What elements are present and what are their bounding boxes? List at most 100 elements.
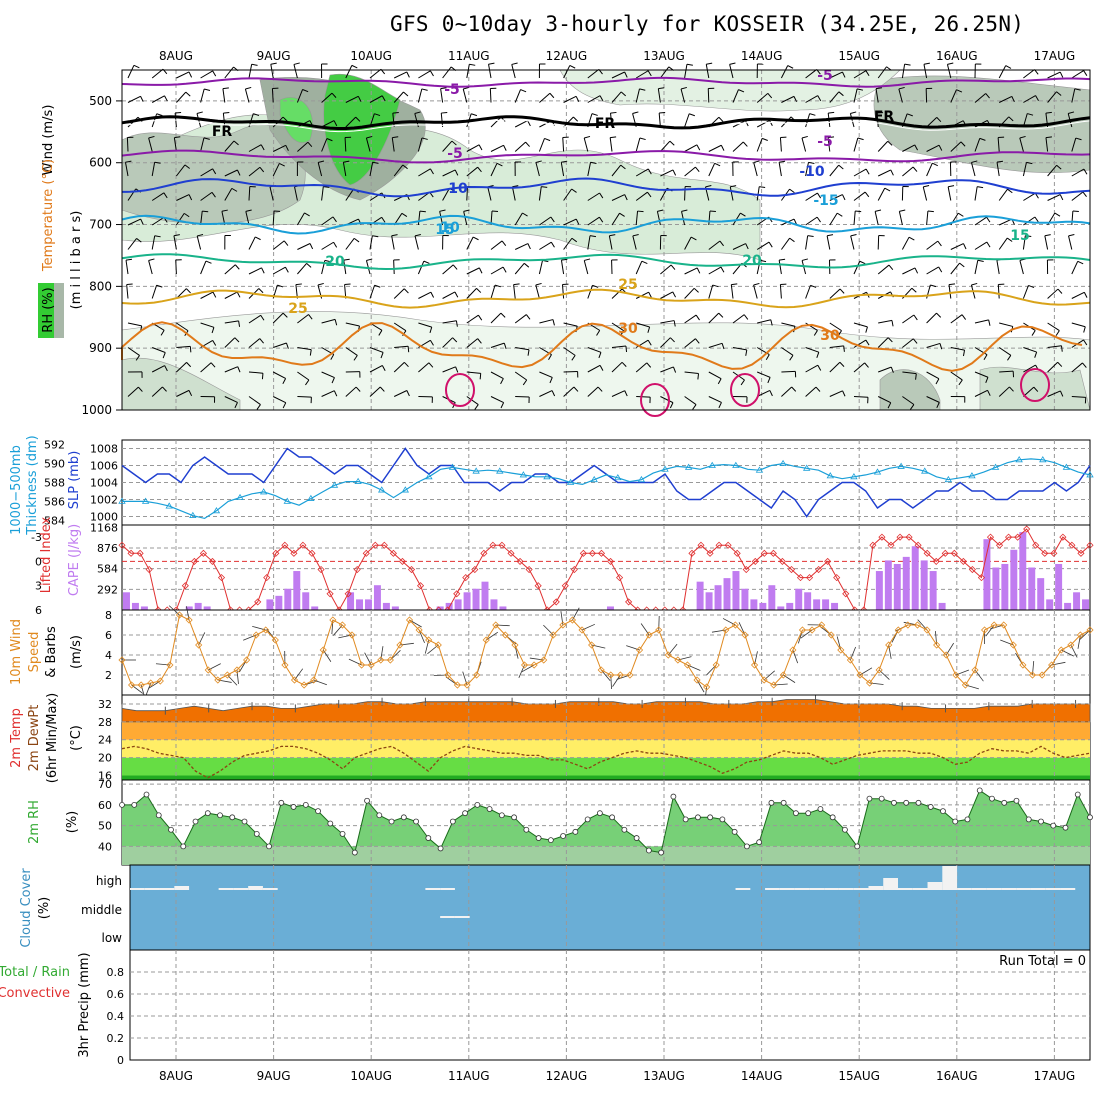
wind-barb bbox=[853, 261, 861, 275]
cape-bar bbox=[705, 592, 713, 610]
wind-barb-flag bbox=[575, 218, 580, 225]
wind-barb bbox=[1071, 88, 1076, 103]
li-marker bbox=[1023, 525, 1031, 533]
wind-barb bbox=[393, 91, 404, 103]
wind-barb bbox=[369, 285, 376, 299]
wind-barb-flag bbox=[1009, 386, 1014, 392]
wind-barb bbox=[974, 138, 981, 152]
cape-bar bbox=[875, 571, 883, 610]
rh-marker bbox=[535, 835, 542, 841]
wind-barb bbox=[923, 64, 928, 79]
wind-barb-flag bbox=[977, 186, 984, 189]
wind-barb-flag bbox=[906, 113, 913, 117]
wind-barb-flag bbox=[647, 70, 652, 77]
wind-ylabel-1: 10m Wind bbox=[9, 619, 24, 685]
wind-barb-flag bbox=[936, 312, 942, 318]
wind-barb bbox=[1022, 162, 1027, 177]
wind-barb bbox=[151, 95, 165, 103]
wind-speed-marker bbox=[358, 661, 366, 669]
wind-barb-flag bbox=[875, 209, 882, 212]
wind-barb-flag bbox=[899, 209, 906, 212]
wind-barb bbox=[635, 291, 649, 299]
wind-barb bbox=[563, 116, 574, 128]
wind-barb-flag bbox=[1026, 161, 1033, 165]
wind-barb-flag bbox=[476, 288, 482, 293]
wind-barb-flag bbox=[423, 260, 430, 264]
date-label-bottom: 17AUG bbox=[1034, 1069, 1076, 1083]
wind-barb bbox=[684, 166, 696, 177]
li-marker bbox=[742, 565, 750, 574]
wind-barb-flag bbox=[452, 264, 458, 270]
slp-tick-label: 1002 bbox=[90, 494, 118, 507]
cape-bar bbox=[1064, 602, 1072, 610]
wind-speed-marker bbox=[597, 666, 605, 674]
wind-barb-flag bbox=[135, 355, 140, 361]
wind-barb-flag bbox=[1054, 212, 1061, 217]
thickness-tick-label: 584 bbox=[44, 514, 65, 527]
wind-barb-flag bbox=[767, 377, 771, 384]
wind-barb-flag bbox=[544, 137, 551, 142]
rh-tick-label: 40 bbox=[98, 840, 112, 853]
wind-barb-flag bbox=[959, 262, 965, 268]
rh-marker bbox=[180, 843, 187, 850]
wind-barb bbox=[514, 120, 528, 128]
wind-barb-flag bbox=[971, 160, 978, 163]
wind-barb-flag bbox=[454, 169, 459, 176]
wind-barb bbox=[490, 312, 502, 324]
wind-barb bbox=[587, 95, 601, 103]
rh-marker bbox=[572, 828, 579, 835]
rh-marker bbox=[731, 828, 738, 835]
li-marker bbox=[371, 541, 379, 549]
wind-barb-flag bbox=[930, 284, 937, 288]
wind-barb-flag bbox=[610, 111, 617, 114]
wind-barb bbox=[853, 191, 866, 201]
wind-barb bbox=[176, 164, 186, 177]
dewpoint-line bbox=[121, 745, 1091, 779]
rh-marker bbox=[989, 795, 995, 802]
wind-barb-flag bbox=[283, 240, 289, 246]
wind-barb bbox=[829, 390, 843, 397]
wind-barb-flag bbox=[160, 330, 165, 336]
wind-barb-flag bbox=[839, 361, 845, 367]
wind-barb-flag bbox=[599, 216, 604, 223]
cape-bar bbox=[822, 599, 830, 610]
wind-tick-label: 8 bbox=[105, 609, 112, 622]
li-marker bbox=[308, 549, 316, 557]
chart-title: GFS 0~10day 3-hourly for KOSSEIR (34.25E… bbox=[390, 12, 1025, 36]
wind-barb bbox=[829, 212, 838, 226]
wind-barb bbox=[805, 386, 817, 397]
date-label-top: 14AUG bbox=[741, 49, 783, 63]
wind-barb bbox=[998, 65, 1007, 79]
wind-barb bbox=[708, 284, 714, 299]
wind-barb-flag bbox=[759, 186, 766, 188]
wind-barb bbox=[393, 322, 407, 332]
li-marker bbox=[688, 549, 696, 557]
wind-barb bbox=[514, 262, 525, 275]
cape-bar bbox=[284, 588, 292, 610]
wind-barb bbox=[245, 211, 250, 226]
wind-barb-flag bbox=[807, 235, 814, 238]
wind-barb-flag bbox=[454, 291, 459, 298]
wind-barb-flag bbox=[138, 386, 143, 392]
wind-barb bbox=[829, 288, 841, 299]
cloud-bar bbox=[1016, 888, 1031, 890]
li-marker bbox=[968, 565, 976, 574]
wind-barb-flag bbox=[245, 209, 252, 212]
wind-barb-flag bbox=[503, 145, 507, 151]
wind-barb bbox=[511, 186, 516, 201]
cloud-bar bbox=[1045, 888, 1061, 890]
wind-barb-flag bbox=[670, 337, 675, 343]
wind-barb-flag bbox=[500, 312, 506, 318]
cape-bar bbox=[472, 588, 480, 610]
wind-speed-marker bbox=[779, 671, 787, 679]
wind-barb-flag bbox=[306, 263, 312, 268]
wind-speed-marker bbox=[204, 666, 212, 674]
li-marker bbox=[362, 549, 370, 557]
freezing-line-inner bbox=[121, 119, 1091, 133]
rh-marker bbox=[854, 843, 861, 850]
li-marker bbox=[697, 541, 705, 549]
slp-tick-label: 1008 bbox=[90, 443, 118, 456]
wind-barb bbox=[660, 291, 673, 299]
wind-barb bbox=[781, 95, 795, 103]
wind-speed-marker bbox=[952, 671, 960, 679]
